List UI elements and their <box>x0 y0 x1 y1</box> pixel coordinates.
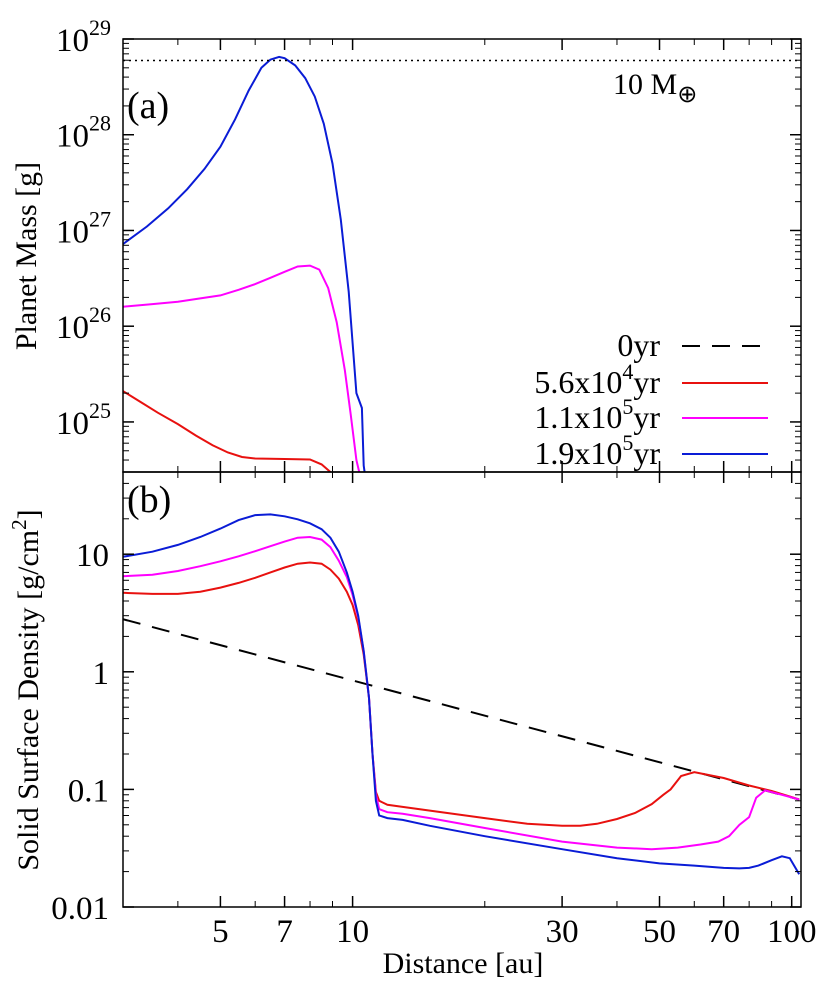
series-line-b-1 <box>123 561 800 827</box>
x-tick-label: 5 <box>212 914 229 950</box>
panel-a-y-tick-label: 1027 <box>56 206 111 250</box>
panel-b-frame <box>122 471 802 908</box>
series-line-a-0 <box>123 390 332 472</box>
legend-label: 1.1x105yr <box>534 394 660 435</box>
panel-a-label: (a) <box>127 85 169 127</box>
panel-a-y-tick-label: 1025 <box>56 398 111 442</box>
series-line-b-0 <box>123 618 800 801</box>
panel-b-y-axis-title: Solid Surface Density [g/cm2] <box>7 509 45 870</box>
panel-b-y-tick-label: 0.01 <box>51 891 109 927</box>
panel-b-y-tick-label: 0.1 <box>68 773 109 809</box>
x-tick-label: 10 <box>336 914 369 950</box>
series-line-a-1 <box>123 264 361 472</box>
panel-a-y-tick-label: 1028 <box>56 111 111 155</box>
x-tick-label: 7 <box>276 914 293 950</box>
x-tick-label: 100 <box>767 914 817 950</box>
panel-b-x-ticks: 5 7 10 30 50 70 100 <box>122 39 817 950</box>
panel-a-series-group <box>123 55 366 472</box>
y-axis-title-sup: 2 <box>7 519 31 530</box>
legend-label: 1.9x105yr <box>534 430 660 471</box>
ten-earth-mass-label: 10 M⊕ <box>613 68 697 108</box>
panel-a-y-axis-title: Planet Mass [g] <box>10 162 43 350</box>
reference-label-text: 10 M <box>613 68 677 101</box>
x-tick-label: 30 <box>546 914 579 950</box>
series-line-b-2 <box>123 535 800 851</box>
panel-a-y-tick-label: 1026 <box>56 302 111 346</box>
panel-b-series-group <box>123 513 801 875</box>
legend-label: 5.6x104yr <box>534 359 660 400</box>
y-axis-title-main: Solid Surface Density [g/cm <box>12 530 45 871</box>
panel-a-y-ticks: 1025 1026 1027 1028 1029 <box>56 15 801 473</box>
series-line-a-2 <box>123 55 366 472</box>
panel-a: 1025 1026 1027 1028 1029 (a) 10 M⊕ Planet Ma… <box>10 15 802 473</box>
panel-a-frame <box>122 38 802 473</box>
y-axis-title-end: ] <box>12 509 45 519</box>
x-axis-title: Distance [au] <box>383 947 544 980</box>
earth-symbol: ⊕ <box>677 82 697 108</box>
panel-b: 0.01 0.1 1 10 5 7 10 30 50 70 100 (b) Distance [a… <box>7 39 816 980</box>
panel-b-y-ticks: 0.01 0.1 1 10 <box>51 471 801 927</box>
panel-b-y-tick-label: 10 <box>76 538 109 574</box>
x-tick-label: 50 <box>643 914 676 950</box>
panel-b-y-tick-label: 1 <box>93 656 110 692</box>
legend-label: 0yr <box>617 327 660 363</box>
panel-a-y-tick-label: 1029 <box>56 15 111 59</box>
series-line-b-3 <box>123 513 801 875</box>
panel-b-label: (b) <box>127 479 171 521</box>
x-tick-label: 70 <box>707 914 740 950</box>
